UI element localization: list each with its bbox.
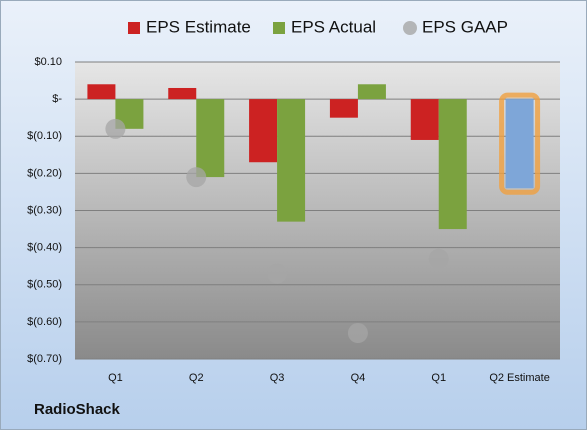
bar — [87, 84, 116, 100]
y-tick-label: $(0.50) — [27, 279, 62, 291]
x-tick-label: Q4 — [351, 372, 366, 384]
y-tick-label: $- — [52, 93, 62, 105]
y-tick-label: $0.10 — [34, 56, 62, 68]
highlight — [499, 92, 541, 195]
legend-label: EPS Estimate — [146, 17, 251, 36]
x-tick-label: Q2 — [189, 372, 204, 384]
gaap-point — [267, 263, 288, 284]
bar — [277, 99, 306, 222]
gaap-point — [347, 323, 368, 344]
y-tick-label: $(0.20) — [27, 167, 62, 179]
y-tick-label: $(0.60) — [27, 316, 62, 328]
gaap-point — [105, 118, 126, 139]
bar — [168, 87, 197, 100]
bar — [249, 99, 278, 163]
y-tick-label: $(0.40) — [27, 242, 62, 254]
x-tick-label: Q2 Estimate — [489, 372, 550, 384]
y-tick-label: $(0.30) — [27, 204, 62, 216]
x-tick-label: Q3 — [270, 372, 285, 384]
x-tick-label: Q1 — [108, 372, 123, 384]
bar — [329, 99, 358, 118]
gaap-point — [186, 167, 207, 188]
y-tick-label: $(0.70) — [27, 353, 62, 365]
gaap-point — [428, 248, 449, 269]
bar — [438, 99, 467, 230]
footer: RadioShack — [34, 401, 121, 418]
legend-marker — [128, 22, 140, 34]
bar — [196, 99, 225, 178]
legend-marker — [403, 21, 417, 35]
bar — [357, 84, 386, 100]
y-tick-label: $(0.10) — [27, 130, 62, 142]
x-tick-label: Q1 — [431, 372, 446, 384]
bar — [410, 99, 439, 140]
legend-marker — [273, 22, 285, 34]
legend-label: EPS Actual — [291, 17, 376, 36]
bar — [505, 99, 534, 189]
legend-label: EPS GAAP — [422, 17, 508, 36]
